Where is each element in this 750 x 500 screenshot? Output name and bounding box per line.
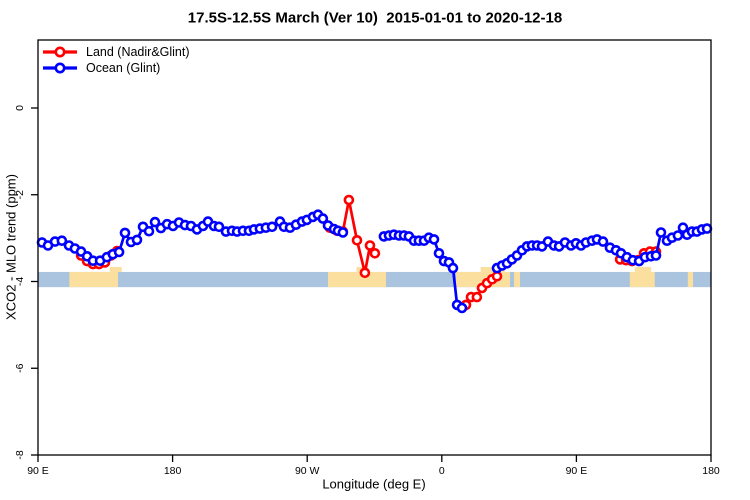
legend: Land (Nadir&Glint) Ocean (Glint) <box>42 44 190 76</box>
data-point <box>131 234 143 246</box>
map-strip-land-segment <box>629 271 655 288</box>
x-tick-label: 180 <box>702 465 720 477</box>
data-point <box>672 230 684 241</box>
y-tick-label: -4 <box>14 277 26 286</box>
x-tick-label: 90 W <box>295 465 320 477</box>
data-point <box>428 234 440 245</box>
series-line <box>329 198 377 275</box>
y-axis-label: XCO2 - MLO trend (ppm) <box>3 174 19 320</box>
legend-label-ocean: Ocean (Glint) <box>86 61 161 75</box>
map-strip <box>38 266 711 288</box>
data-point <box>337 227 349 238</box>
plot-box <box>37 39 712 456</box>
chart-title: 17.5S-12.5S March (Ver 10) 2015-01-01 to… <box>187 9 563 27</box>
map-strip-land-segment <box>69 271 119 288</box>
map-strip-land-segment <box>687 271 694 288</box>
data-point <box>113 246 125 258</box>
y-tick-label: -8 <box>14 450 26 459</box>
x-tick-label: 90 E <box>27 465 49 477</box>
data-point <box>456 302 468 314</box>
data-point <box>364 240 376 251</box>
legend-item-ocean: Ocean (Glint) <box>42 60 190 76</box>
data-point <box>701 223 713 234</box>
data-point <box>447 262 459 274</box>
land-series-symbol <box>43 46 77 58</box>
x-tick-label: 0 <box>439 465 445 477</box>
y-tick-label: -2 <box>14 190 26 199</box>
data-point <box>359 267 371 279</box>
map-strip-land-segment <box>327 271 387 288</box>
data-point <box>491 270 503 282</box>
data-series-layer <box>36 194 713 314</box>
x-tick-label: 90 E <box>566 465 588 477</box>
land-series <box>75 194 662 311</box>
data-point <box>143 225 155 237</box>
data-point <box>369 248 381 259</box>
data-point <box>650 250 662 261</box>
axes-layer: 90 E 180 90 W 0 90 E 180 0 -2 -4 -6 -8 <box>14 39 720 477</box>
data-point <box>56 235 68 246</box>
x-axis-label: Longitude (deg E) <box>322 476 426 492</box>
data-point <box>655 227 667 238</box>
y-tick-label: -6 <box>14 363 26 372</box>
map-strip-relief <box>634 266 652 272</box>
data-point <box>213 221 225 233</box>
y-tick-label: 0 <box>14 105 26 111</box>
ocean-series <box>36 209 713 314</box>
data-point <box>149 216 161 228</box>
legend-item-land: Land (Nadir&Glint) <box>42 44 190 60</box>
legend-label-land: Land (Nadir&Glint) <box>86 45 190 59</box>
x-tick-label: 180 <box>164 465 182 477</box>
ocean-series-symbol <box>43 62 77 74</box>
data-point <box>433 248 445 259</box>
map-strip-relief <box>109 266 122 272</box>
data-point <box>317 213 329 224</box>
data-point <box>343 194 355 206</box>
data-point <box>351 235 363 246</box>
data-point <box>471 291 483 303</box>
data-point <box>266 221 278 233</box>
data-point <box>597 236 609 247</box>
data-point <box>119 227 131 239</box>
map-strip-land-segment <box>514 271 521 288</box>
